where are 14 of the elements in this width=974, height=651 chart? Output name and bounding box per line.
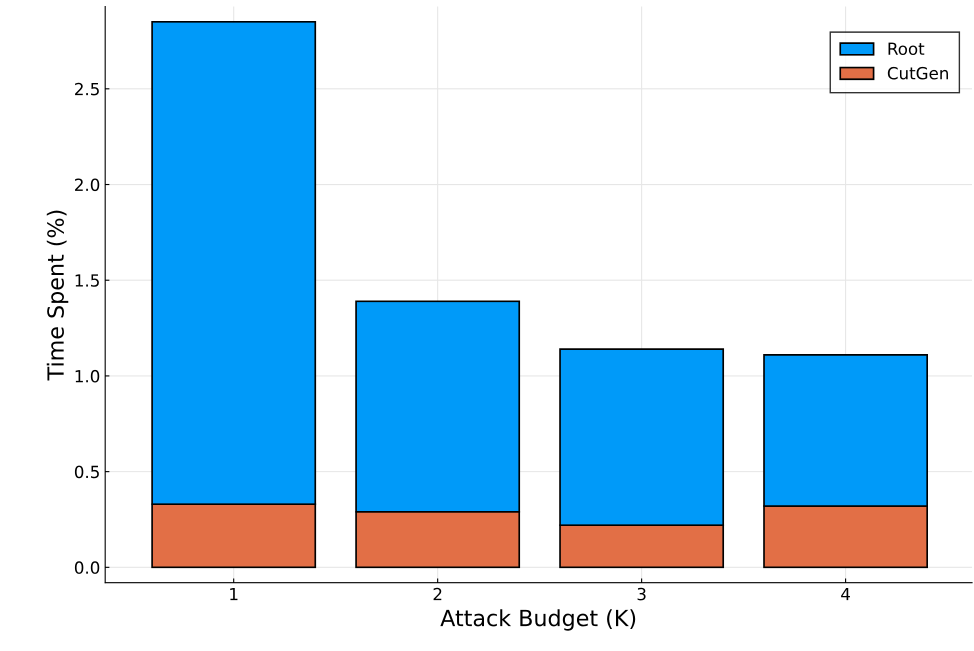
y-tick-label: 2.5	[75, 82, 99, 96]
legend-label: CutGen	[888, 66, 948, 80]
y-tick-label: 2.0	[75, 178, 100, 192]
legend-label: Root	[888, 42, 924, 56]
x-axis-title: Attack Budget (K)	[440, 609, 636, 631]
y-axis-title: Time Spent (%)	[46, 210, 68, 380]
x-tick-label: 1	[230, 588, 238, 600]
y-tick-label: 1.5	[76, 274, 99, 287]
y-tick-label: 0.5	[74, 466, 99, 478]
x-tick-label: 4	[841, 588, 850, 600]
x-tick-label: 2	[434, 588, 442, 600]
x-tick-label: 3	[638, 588, 646, 600]
y-tick-label: 1.0	[76, 370, 100, 382]
y-tick-label: 0.0	[74, 561, 100, 574]
